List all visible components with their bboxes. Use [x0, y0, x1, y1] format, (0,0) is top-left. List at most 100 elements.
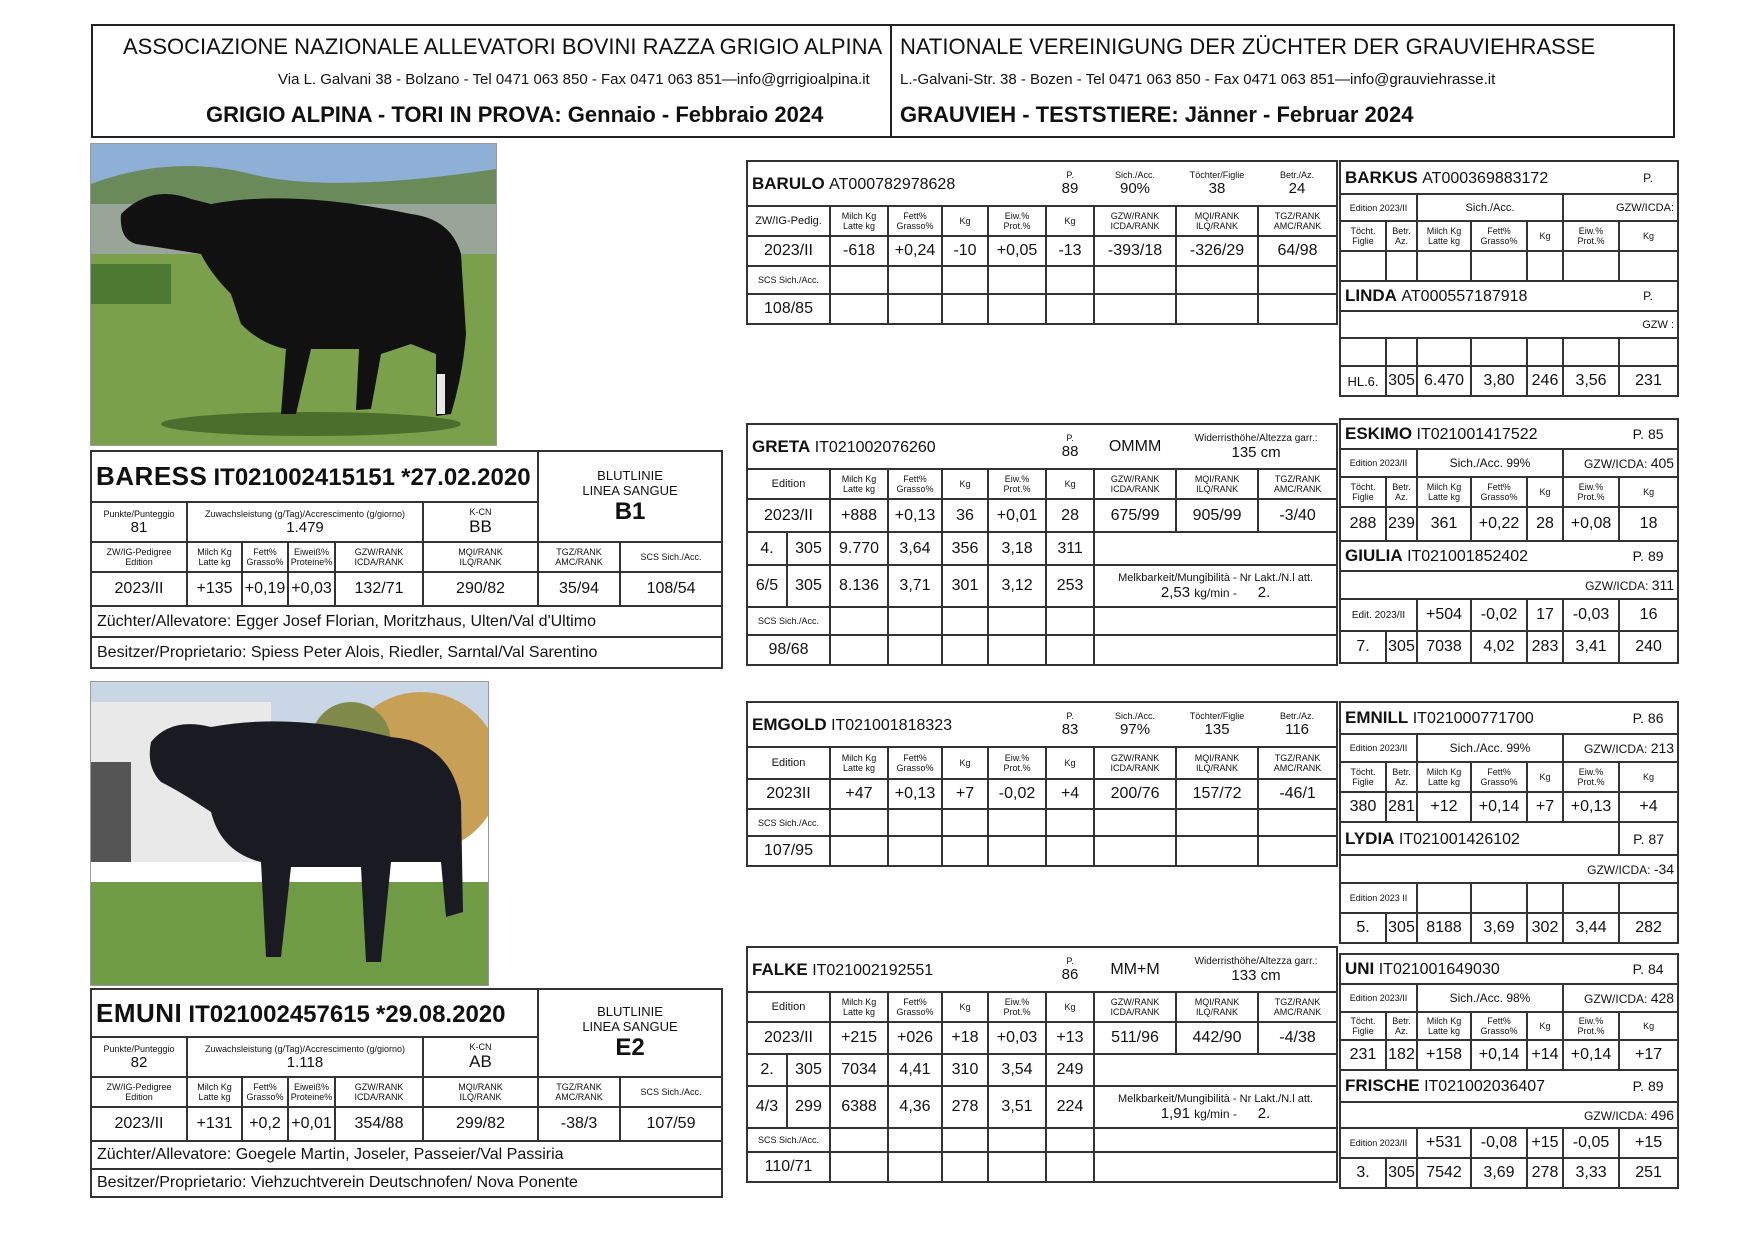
ilq-label: ILQ/RANK — [1196, 221, 1239, 231]
ilq-label: ILQ/RANK — [459, 557, 502, 567]
falke-melk-nr: 2. — [1257, 1104, 1271, 1122]
eiw-label: Eiw.% — [1004, 474, 1030, 484]
greta-eiw: +0,01 — [986, 498, 1048, 533]
baress-title: BARESS IT021002415151 *27.02.2020 — [89, 450, 540, 503]
grasso-label: Grasso% — [896, 221, 934, 231]
emnill-code: IT021000771700 — [1412, 710, 1534, 727]
gzw-icda-label: GZW/ICDA: — [1587, 863, 1651, 877]
eiw-label: Eiw.% — [1578, 482, 1604, 492]
emgold-tgz: -46/1 — [1257, 778, 1339, 810]
greta-lakt2-nr: 6/5 — [746, 564, 788, 608]
kg-label: Kg — [941, 205, 989, 237]
milch-label: Milch Kg — [1426, 767, 1462, 777]
uni-eiw: +0,14 — [1561, 1039, 1621, 1071]
mqi-label: MQI/RANK — [1194, 211, 1240, 221]
lydia-fett-kg: 302 — [1526, 912, 1564, 944]
lydia-gzw: -34 — [1653, 861, 1675, 877]
greta-lakt2-milch: 8.136 — [829, 564, 889, 608]
greta-lakt2-eiw: 3,12 — [986, 564, 1048, 608]
giulia-eiw-kg: 16 — [1618, 598, 1680, 632]
eiweiss-label: Eiweiß% — [293, 1082, 329, 1092]
frische-fett: -0,08 — [1470, 1127, 1528, 1159]
fett-label: Fett% — [1487, 226, 1511, 236]
fett-label: Fett% — [253, 547, 277, 557]
prot-label: Prot.% — [1577, 236, 1605, 246]
lydia-fett: 3,69 — [1470, 912, 1528, 944]
fett-label: Fett% — [903, 997, 927, 1007]
falke-lakt1-fett-kg: 310 — [941, 1053, 989, 1087]
falke-lakt2-nr: 4/3 — [746, 1085, 788, 1129]
emnill-eiw: +0,13 — [1561, 791, 1621, 823]
kg-label: Kg — [1618, 761, 1680, 793]
frische-milch: +531 — [1416, 1127, 1472, 1159]
falke-tgz: -4/38 — [1256, 1021, 1339, 1055]
gzw-label: GZW/RANK — [1110, 474, 1160, 484]
p-label: P. — [1066, 711, 1074, 721]
ilq-label: ILQ/RANK — [459, 1092, 502, 1102]
linda-fett: 3,80 — [1470, 365, 1528, 397]
emgold-toechter: 135 — [1204, 721, 1230, 738]
baress-punkte: 81 — [130, 518, 148, 536]
eskimo-milch: 361 — [1416, 506, 1472, 542]
linda-title: LINDA AT000557187918 — [1338, 280, 1620, 312]
barkus-title: BARKUS AT000369883172 — [1338, 160, 1620, 195]
emuni-title: EMUNI IT021002457615 *29.08.2020 — [90, 988, 539, 1038]
kgmin-label: kg/min - — [1194, 1106, 1237, 1121]
greta-table: GRETA IT021002076260 P. 88 OMMM Widerrist… — [745, 423, 1339, 666]
falke-lakt2-days: 299 — [786, 1085, 831, 1129]
fett-label: Fett% — [1487, 767, 1511, 777]
proteine-label: Proteine% — [290, 557, 333, 567]
kg-label: Kg — [941, 746, 989, 780]
lydia-milch: 8188 — [1416, 912, 1472, 944]
fett-label: Fett% — [903, 474, 927, 484]
falke-fett-kg: +18 — [941, 1021, 989, 1055]
greta-lakt1-fett: 3,64 — [887, 531, 943, 566]
emuni-mqi: 299/82 — [422, 1106, 539, 1142]
edition-label: Edition 2023/II — [1339, 193, 1418, 222]
barulo-scs: 108/85 — [746, 293, 831, 325]
greta-fett: +0,13 — [887, 498, 943, 533]
emuni-fett: +0,2 — [241, 1106, 289, 1142]
betr-label: Betr. — [1392, 1016, 1411, 1026]
frische-gzw: 496 — [1650, 1107, 1675, 1123]
toecht-label: Töcht. — [1350, 482, 1376, 492]
greta-lakt1-milch: 9.770 — [829, 531, 889, 566]
kg-label: Kg — [1045, 205, 1096, 237]
emnill-title: EMNILL IT021000771700 — [1338, 701, 1620, 735]
lydia-p: P. 87 — [1618, 821, 1680, 856]
greta-milch: +888 — [829, 498, 889, 533]
gzw-label: GZW/RANK — [1110, 753, 1160, 763]
barulo-eiw: +0,05 — [986, 235, 1048, 267]
zuwachs-label: Zuwachsleistung (g/Tag)/Accrescimento (g… — [204, 1043, 406, 1054]
baress-mqi: 290/82 — [421, 571, 540, 607]
figlie-label: Figlie — [1352, 236, 1374, 246]
baress-zuwachs: 1.479 — [286, 518, 324, 536]
emgold-title: EMGOLD IT021001818323 — [745, 701, 1047, 748]
kg-label: Kg — [1526, 476, 1564, 508]
barulo-mqi: -326/29 — [1175, 235, 1260, 267]
grasso-label: Grasso% — [896, 1007, 934, 1017]
emgold-scs: 107/95 — [746, 835, 831, 867]
widerrist-label: Widerristhöhe/Altezza garr.: — [1194, 432, 1318, 444]
gzw-label: GZW/RANK — [1110, 997, 1160, 1007]
latte-label: Latte kg — [842, 763, 876, 773]
barulo-betr: 24 — [1288, 180, 1306, 197]
linda-name: LINDA — [1345, 286, 1397, 305]
sich-acc-label: Sich./Acc. — [1416, 193, 1564, 222]
emuni-owner: Besitzer/Proprietario: Viehzuchtverein D… — [90, 1168, 723, 1198]
emgold-p: 83 — [1061, 721, 1079, 738]
grasso-label: Grasso% — [246, 1092, 284, 1102]
mqi-label: MQI/RANK — [458, 1082, 503, 1092]
frische-lakt-milch: 7542 — [1416, 1157, 1472, 1189]
eskimo-fett-kg: 28 — [1526, 506, 1564, 542]
lydia-days: 305 — [1385, 912, 1418, 944]
milch-label: Milch Kg — [1426, 226, 1462, 236]
kg-label: Kg — [941, 468, 989, 500]
melkbarkeit-label: Melkbarkeit/Mungibilità - Nr Lakt./N.l a… — [1118, 571, 1314, 584]
falke-mqi: 442/90 — [1175, 1021, 1259, 1055]
giulia-fett: -0,02 — [1470, 598, 1528, 632]
frische-code: IT021002036407 — [1424, 1078, 1546, 1095]
emnill-sich: Sich./Acc. 99% — [1416, 733, 1564, 763]
latte-label: Latte kg — [1427, 777, 1461, 787]
betr-label: Betr./Az. — [1280, 711, 1315, 721]
